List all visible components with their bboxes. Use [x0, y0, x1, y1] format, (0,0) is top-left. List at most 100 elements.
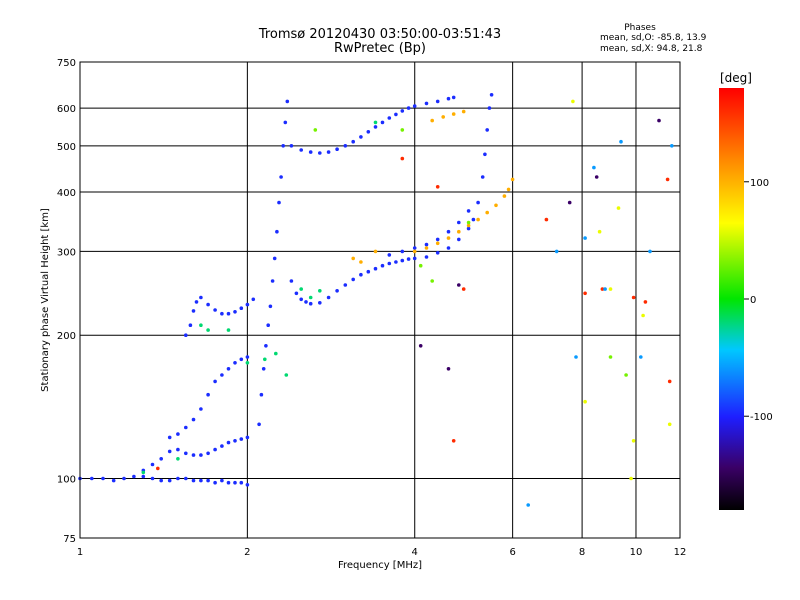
data-point: [239, 437, 244, 441]
data-point: [251, 297, 256, 302]
data-point: [122, 476, 126, 481]
data-point: [592, 165, 596, 170]
data-point: [213, 480, 217, 485]
data-point: [641, 313, 645, 318]
data-point: [412, 104, 417, 108]
data-point: [373, 249, 378, 254]
data-point: [132, 474, 136, 479]
data-point: [603, 287, 607, 291]
data-point: [279, 175, 283, 179]
data-point: [424, 246, 429, 250]
y-tick-label: 100: [57, 475, 76, 486]
data-point: [220, 311, 224, 316]
data-point: [191, 417, 196, 422]
data-point: [199, 453, 203, 457]
data-point: [597, 229, 602, 234]
data-point: [176, 447, 180, 452]
data-point: [191, 309, 196, 313]
data-point: [400, 128, 405, 132]
data-point: [233, 361, 237, 365]
phase-stats-x: mean, sd,X: 94.8, 21.8: [600, 44, 703, 54]
data-point: [446, 236, 451, 240]
data-point: [184, 425, 188, 430]
data-point: [141, 470, 146, 475]
data-point: [629, 476, 633, 481]
data-point: [245, 302, 250, 307]
data-point: [446, 96, 451, 101]
data-point: [359, 135, 363, 139]
data-point: [418, 263, 423, 268]
data-point: [261, 367, 266, 371]
data-point: [435, 185, 440, 189]
data-point: [299, 287, 304, 291]
y-axis-ticks: 75 100 200 300 400 500 600 750: [57, 58, 76, 545]
data-point: [101, 476, 105, 481]
data-point: [400, 258, 405, 263]
data-point: [266, 323, 271, 328]
data-point: [159, 478, 163, 483]
plot-frame: [79, 61, 681, 539]
data-point: [406, 257, 411, 261]
data-point: [387, 261, 392, 266]
data-point: [245, 483, 250, 487]
data-point: [608, 287, 613, 291]
chart-title: Tromsø 20120430 03:50:00-03:51:43: [258, 27, 502, 42]
data-point: [435, 251, 440, 255]
data-point: [366, 130, 371, 134]
data-point: [245, 361, 250, 365]
data-point: [631, 295, 636, 300]
data-point: [446, 246, 451, 250]
data-point: [90, 476, 94, 481]
data-point: [318, 151, 322, 155]
data-point: [226, 328, 231, 332]
data-point: [466, 226, 471, 231]
data-point: [233, 439, 237, 443]
data-point: [226, 311, 231, 316]
data-point: [359, 260, 363, 264]
x-tick-label: 12: [674, 547, 687, 558]
chart-subtitle: RwPretec (Bp): [333, 41, 427, 56]
data-point: [226, 480, 231, 485]
data-point: [206, 451, 210, 456]
data-point: [424, 255, 429, 259]
data-point: [418, 344, 423, 348]
data-point: [176, 457, 180, 461]
data-point: [441, 115, 446, 119]
data-point: [299, 148, 304, 152]
data-point: [277, 200, 281, 205]
data-point: [387, 116, 392, 120]
data-point: [199, 478, 203, 483]
data-point: [400, 109, 405, 113]
data-point: [380, 263, 385, 268]
data-point: [412, 256, 417, 261]
data-point: [299, 297, 304, 302]
y-tick-label: 600: [57, 104, 76, 115]
data-point: [359, 272, 363, 277]
x-axis-label: Frequency [MHz]: [338, 560, 422, 571]
y-tick-label: 400: [57, 188, 76, 199]
data-point: [326, 295, 331, 300]
data-point: [191, 453, 196, 457]
data-point: [284, 373, 289, 377]
x-tick-label: 6: [509, 547, 515, 558]
data-point: [619, 139, 623, 144]
data-point: [233, 480, 237, 485]
data-point: [567, 200, 572, 205]
data-point: [294, 291, 299, 296]
data-point: [665, 177, 670, 182]
colorbar-tick-label: 100: [750, 178, 769, 189]
data-point: [608, 355, 613, 359]
phase-stats-o: mean, sd,O: -85.8, 13.9: [600, 33, 707, 43]
data-point: [308, 295, 313, 300]
data-point: [351, 139, 356, 144]
data-point: [263, 357, 267, 362]
y-tick-label: 750: [57, 58, 76, 69]
y-axis-label: Stationary phase Virtual Height [km]: [40, 208, 51, 392]
data-point: [184, 476, 188, 481]
data-point: [466, 223, 471, 228]
data-point: [600, 287, 605, 291]
data-point: [476, 200, 480, 205]
data-point: [257, 422, 261, 427]
data-point: [184, 451, 188, 456]
data-point: [289, 144, 294, 148]
